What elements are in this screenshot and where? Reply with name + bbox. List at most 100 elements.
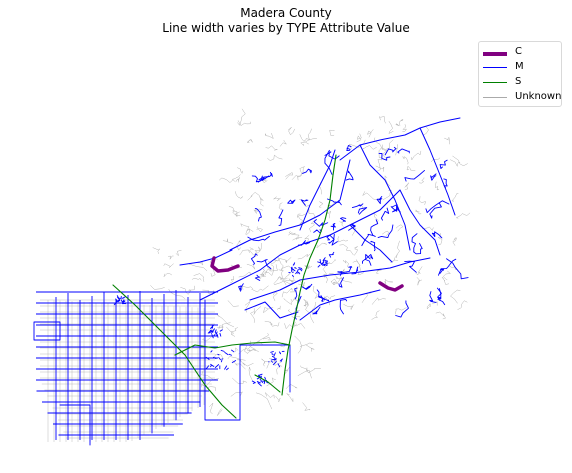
unknown-road-segment <box>266 269 273 272</box>
unknown-road-segment <box>283 298 292 305</box>
unknown-road-segment <box>296 213 307 218</box>
type-m-road-segment <box>346 145 352 151</box>
type-m-road-segment <box>231 359 237 364</box>
type-m-road-segment <box>216 334 218 337</box>
unknown-road-segment <box>303 301 308 307</box>
unknown-road-segment <box>304 138 310 145</box>
type-m-road-segment <box>59 404 91 446</box>
unknown-road-segment <box>300 365 308 372</box>
unknown-road-segment <box>163 273 172 278</box>
unknown-road-segment <box>426 303 431 310</box>
type-m-road-segment <box>258 374 260 377</box>
type-m-road-segment <box>213 334 216 336</box>
unknown-road-segment <box>268 256 279 265</box>
unknown-road-segment <box>420 225 434 231</box>
type-m-road-segment <box>328 238 338 246</box>
type-m-road-segment <box>214 329 217 333</box>
unknown-road-segment <box>451 193 459 202</box>
type-m-road-segment <box>264 376 267 380</box>
type-m-road-segment <box>247 235 270 242</box>
unknown-road-segment <box>231 331 236 337</box>
type-m-road-segment <box>224 351 229 356</box>
unknown-road-segment <box>265 132 274 139</box>
unknown-road-segment <box>236 359 242 363</box>
unknown-road-segment <box>406 165 416 171</box>
unknown-road-segment <box>288 231 296 236</box>
type-m-road-segment <box>439 268 445 274</box>
unknown-road-segment <box>402 124 407 132</box>
unknown-road-segment <box>444 137 451 145</box>
type-m-road-segment <box>258 171 273 181</box>
type-m-road-segment <box>122 297 125 299</box>
unknown-road-segment <box>304 235 310 243</box>
type-m-road-segment <box>219 332 222 337</box>
unknown-road-segment <box>259 197 264 207</box>
type-m-road-segment <box>273 352 276 357</box>
type-m-road-segment <box>330 222 336 231</box>
unknown-road-segment <box>330 277 341 285</box>
unknown-road-segment <box>404 182 410 190</box>
unknown-road-segment <box>329 272 342 280</box>
legend-swatch-s <box>483 82 507 83</box>
type-m-road-segment <box>277 363 281 368</box>
type-m-road-segment <box>312 306 321 315</box>
type-m-road-segment <box>122 300 125 303</box>
type-m-road-segment <box>300 269 303 272</box>
unknown-road-segment <box>363 145 377 150</box>
unknown-road-segment <box>443 270 451 281</box>
unknown-road-segment <box>250 311 255 323</box>
unknown-road-segment <box>240 223 250 235</box>
type-m-road-segment <box>225 367 229 371</box>
type-m-road-segment <box>337 271 343 276</box>
unknown-road-segment <box>399 119 404 127</box>
legend-swatch-unknown <box>483 97 507 98</box>
type-m-road-segment <box>204 299 291 421</box>
unknown-road-segment <box>238 271 251 278</box>
unknown-road-segment <box>150 285 165 290</box>
type-m-road-segment <box>359 144 411 251</box>
unknown-road-segment <box>276 364 283 375</box>
type-m-road-segment <box>116 295 120 300</box>
type-m-road-segment <box>220 349 225 352</box>
type-m-road-segment <box>384 146 397 156</box>
type-m-road-segment <box>321 264 326 266</box>
type-m-road-segment <box>254 274 261 281</box>
type-m-road-segment <box>301 283 313 290</box>
unknown-road-segment <box>239 249 250 256</box>
type-m-road-segment <box>429 202 442 219</box>
unknown-road-segment <box>262 177 268 183</box>
unknown-road-segment <box>163 263 174 268</box>
legend-label-s: S <box>515 76 522 87</box>
type-m-road-segment <box>278 351 281 355</box>
type-m-road-segment <box>256 380 261 384</box>
type-m-road-segment <box>294 266 297 269</box>
unknown-road-segment <box>245 228 254 236</box>
unknown-road-segment <box>273 276 288 284</box>
type-m-road-segment <box>123 300 126 303</box>
type-m-road-segment <box>278 209 284 226</box>
type-m-road-segment <box>238 283 244 292</box>
type-m-road-segment <box>370 240 376 252</box>
unknown-road-segment <box>265 392 275 399</box>
type-m-road-segment <box>257 175 270 183</box>
unknown-type-roads <box>40 108 471 442</box>
unknown-road-segment <box>272 291 278 302</box>
type-m-road-segment <box>413 242 423 255</box>
legend-item-m: M <box>483 60 561 74</box>
unknown-road-segment <box>339 220 344 227</box>
unknown-road-segment <box>222 238 234 244</box>
unknown-road-segment <box>339 244 354 256</box>
unknown-road-segment <box>232 377 247 384</box>
type-m-road-segment <box>295 271 298 275</box>
legend-swatch-c <box>483 52 507 56</box>
type-m-road-segment <box>316 289 324 302</box>
type-m-road-segment <box>443 178 448 189</box>
unknown-road-segment <box>246 263 256 270</box>
type-c-road-segment <box>210 256 240 273</box>
unknown-road-segment <box>450 159 461 167</box>
unknown-road-segment <box>214 353 225 360</box>
type-m-road-segment <box>228 353 233 356</box>
unknown-road-segment <box>457 300 468 310</box>
type-m-road-segment <box>298 268 302 271</box>
